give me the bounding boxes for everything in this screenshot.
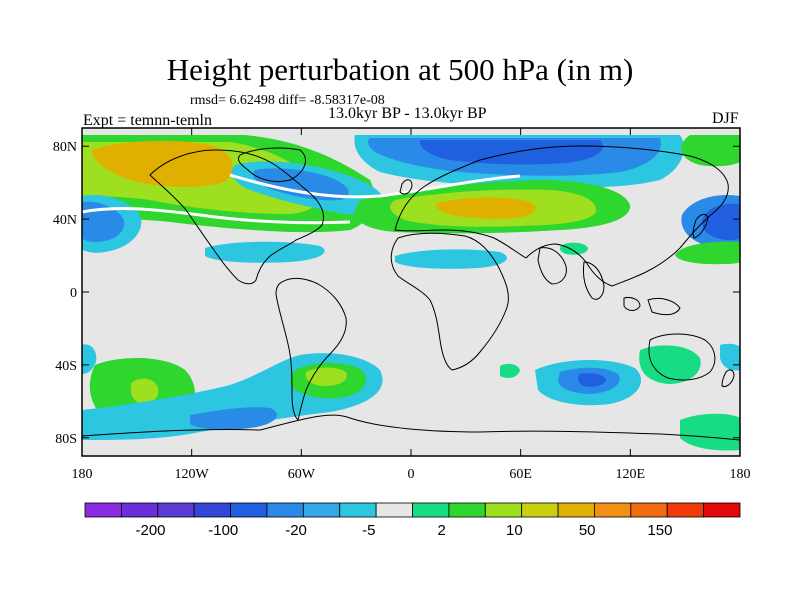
contour-blue-greenland [253, 168, 349, 201]
contour-green-southeast [680, 413, 740, 451]
contour-green-northeast [681, 135, 740, 167]
contour-field [82, 128, 740, 456]
contour-orange-arctic [92, 140, 233, 188]
stats-label: rmsd= 6.62498 diff= -8.58317e-08 [190, 93, 385, 108]
colorbar-swatch [412, 502, 450, 518]
contour-green-eastasia [675, 241, 740, 265]
contour-cyan-subtropic-africa [395, 249, 507, 269]
lon-tick-label: 180 [730, 467, 751, 482]
lon-tick-label: 0 [408, 467, 415, 482]
contour-deepblue-indian [577, 373, 606, 387]
period-label: 13.0kyr BP - 13.0kyr BP [328, 105, 487, 122]
lon-tick-label: 120E [616, 467, 646, 482]
contour-cyan-subtropic-pacific [205, 241, 325, 263]
contour-cyan-southpacific-west [82, 344, 97, 374]
contour-deepblue-pacific-east [701, 203, 740, 240]
contour-cyan-tasman [720, 343, 740, 371]
lon-tick-label: 180 [72, 467, 93, 482]
lon-tick-label: 60W [288, 467, 316, 482]
colorbar-swatch [339, 502, 377, 518]
lat-tick-label: 80N [53, 140, 77, 155]
longitude-axis: 180 120W 60W 0 60E 120E 180 [72, 128, 751, 482]
contour-green-australia [639, 345, 701, 384]
colorbar-swatch [120, 502, 159, 518]
colorbar-label: 2 [437, 522, 445, 539]
experiment-label: Expt = temnn-temln [83, 112, 212, 129]
colorbar-swatch [84, 502, 122, 518]
colorbar-label: 150 [647, 522, 672, 539]
colorbar: -200 -100 -20 -5 2 10 50 150 [84, 502, 741, 539]
colorbar-swatch [557, 502, 595, 518]
contour-zero-line [82, 207, 351, 225]
colorbar-swatch [630, 502, 668, 518]
lat-tick-label: 40S [55, 359, 77, 374]
lat-tick-label: 0 [70, 286, 77, 301]
colorbar-swatch [266, 502, 304, 518]
colorbar-label: 10 [506, 522, 523, 539]
colorbar-label: -5 [362, 522, 375, 539]
contour-green-seasia [500, 363, 520, 378]
lon-tick-label: 120W [175, 467, 210, 482]
colorbar-label: -20 [285, 522, 307, 539]
colorbar-label: 50 [579, 522, 596, 539]
colorbar-swatch [594, 502, 632, 518]
colorbar-swatch [703, 502, 741, 518]
contour-green-arabia [559, 242, 588, 255]
colorbar-swatch [521, 502, 559, 518]
contour-orange-europe [435, 197, 536, 219]
colorbar-swatch [484, 502, 523, 518]
lat-tick-label: 40N [53, 213, 77, 228]
latitude-axis: 80N 40N 0 40S 80S [53, 140, 740, 447]
colorbar-swatch [193, 502, 231, 518]
colorbar-swatch [157, 502, 195, 518]
contour-lime-southpacific [130, 378, 159, 404]
colorbar-swatch [666, 502, 705, 518]
colorbar-label: -200 [135, 522, 165, 539]
contour-deepblue-eurasia [419, 140, 604, 165]
season-label: DJF [712, 110, 739, 127]
colorbar-label: -100 [208, 522, 238, 539]
coastlines [82, 145, 740, 441]
colorbar-swatch [302, 502, 341, 518]
colorbar-swatch [448, 502, 486, 518]
contour-zero-line-north [229, 173, 521, 199]
contour-blue-antarctic [190, 407, 278, 430]
map-title: Height perturbation at 500 hPa (in m) [166, 52, 634, 87]
colorbar-swatch [230, 502, 268, 518]
lat-tick-label: 80S [55, 432, 77, 447]
lon-tick-label: 60E [509, 467, 532, 482]
colorbar-swatch [375, 502, 413, 518]
